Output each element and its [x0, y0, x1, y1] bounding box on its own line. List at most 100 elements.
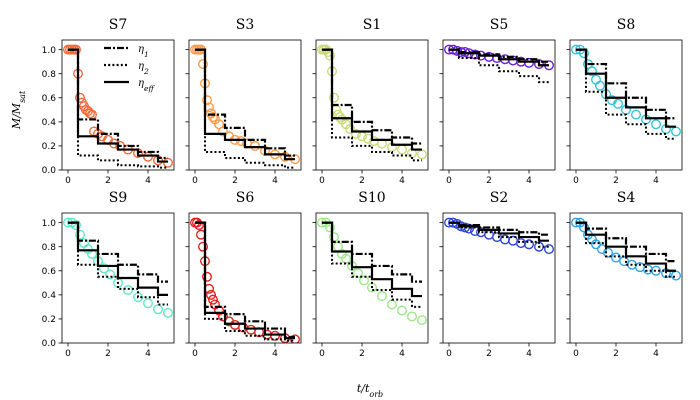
sim-point [631, 109, 642, 120]
x-tick-label: 2 [613, 176, 619, 186]
model-lines [322, 221, 422, 308]
x-tick-label: 2 [359, 176, 365, 186]
sim-point [671, 270, 682, 281]
sim-point [142, 298, 153, 309]
x-tick-label: 2 [613, 349, 619, 359]
panel-s8: S8 0 2 4 [566, 17, 683, 186]
sim-point [193, 220, 204, 231]
sim-point [460, 222, 471, 233]
model-lines [68, 48, 168, 169]
panel-s6: S6 0 2 4 [185, 190, 302, 359]
axes-frame [315, 39, 429, 171]
y-tick-label: 0.8 [42, 243, 57, 253]
x-tick-label: 4 [653, 349, 659, 359]
line-eta2 [322, 221, 422, 308]
sim-point [162, 307, 173, 318]
sim-point [516, 238, 527, 249]
panel-s5: S5 0 2 4 [439, 17, 556, 186]
sim-point [603, 247, 614, 258]
sim-point [417, 315, 428, 326]
axes-frame [569, 39, 683, 171]
panel-s4: S4 0 2 4 [566, 190, 683, 359]
sim-point [270, 330, 281, 341]
line-eta2 [195, 221, 295, 342]
model-lines [195, 221, 295, 342]
panel-s9: S9 0 2 4 0.0 0.2 0.4 0.6 0.8 1.0 [42, 190, 175, 359]
sim-point [201, 95, 212, 106]
panel-title: S3 [236, 17, 255, 33]
line-eff [195, 221, 295, 340]
sim-point [205, 289, 216, 300]
axes-frame [569, 212, 683, 344]
panel-title: S10 [358, 190, 385, 206]
sim-point [207, 112, 218, 123]
sim-point [162, 157, 173, 168]
x-tick-label: 0 [65, 176, 71, 186]
line-eff [195, 48, 295, 161]
x-tick-label: 0 [446, 176, 452, 186]
y-tick-label: 0.2 [42, 142, 56, 152]
axes-frame [442, 39, 556, 171]
sim-point [524, 239, 535, 250]
line-eta2 [68, 221, 168, 306]
x-tick-label: 0 [319, 349, 325, 359]
x-tick-label: 4 [653, 176, 659, 186]
panel-title: S9 [109, 190, 128, 206]
panel-title: S4 [617, 190, 636, 206]
sim-point [197, 59, 208, 70]
sim-point [359, 275, 370, 286]
line-eff [576, 221, 676, 272]
x-axis-label: t/torb [357, 382, 383, 399]
y-axis-label: M/Msat [10, 90, 27, 130]
x-tick-label: 4 [272, 349, 278, 359]
y-tick-label: 0.6 [42, 267, 57, 277]
x-tick-label: 0 [573, 349, 579, 359]
sim-point [544, 244, 555, 255]
y-tick-label: 0.0 [42, 339, 57, 349]
y-tick-label: 0.8 [42, 70, 57, 80]
model-lines [576, 221, 676, 278]
x-tick-label: 4 [526, 176, 532, 186]
panel-s2: S2 0 2 4 [439, 190, 556, 359]
x-tick-label: 0 [192, 349, 198, 359]
x-tick-label: 4 [526, 349, 532, 359]
sim-point [651, 265, 662, 276]
line-eta1 [322, 48, 422, 145]
sim-point [613, 98, 624, 109]
sim-point [611, 252, 622, 263]
line-eff [322, 48, 422, 151]
sim-point [245, 324, 256, 335]
x-tick-label: 0 [573, 176, 579, 186]
x-tick-label: 0 [319, 176, 325, 186]
axes-frame [61, 39, 175, 171]
legend: η1 η2 ηeff [104, 44, 155, 93]
x-tick-label: 0 [192, 176, 198, 186]
legend-label: ηeff [138, 78, 155, 93]
sim-point [122, 285, 133, 296]
y-tick-label: 0.4 [42, 118, 57, 128]
panel-title: S2 [490, 190, 509, 206]
panel-s3: S3 0 2 4 [185, 17, 302, 186]
panel-title: S8 [617, 17, 636, 33]
line-eta2 [195, 48, 295, 169]
sim-point [197, 241, 208, 252]
model-lines [195, 48, 295, 169]
axes-frame [188, 39, 302, 171]
sim-point [387, 299, 398, 310]
axes-frame [188, 212, 302, 344]
sim-point [591, 239, 602, 250]
sim-point [417, 149, 428, 160]
panel-s1: S1 0 2 4 [312, 17, 429, 186]
sim-point [351, 128, 362, 139]
line-eta2 [68, 48, 168, 169]
y-tick-label: 0.2 [42, 315, 56, 325]
sim-point [142, 151, 153, 162]
x-tick-label: 2 [486, 349, 492, 359]
sim-point [643, 264, 654, 275]
x-tick-label: 2 [105, 349, 111, 359]
panel-s7: S7 0 2 4 0.0 0.2 0.4 0.6 0.8 1.0 η1 η2 ηeff [42, 17, 175, 186]
sim-point [217, 126, 228, 137]
sim-point [74, 92, 85, 103]
